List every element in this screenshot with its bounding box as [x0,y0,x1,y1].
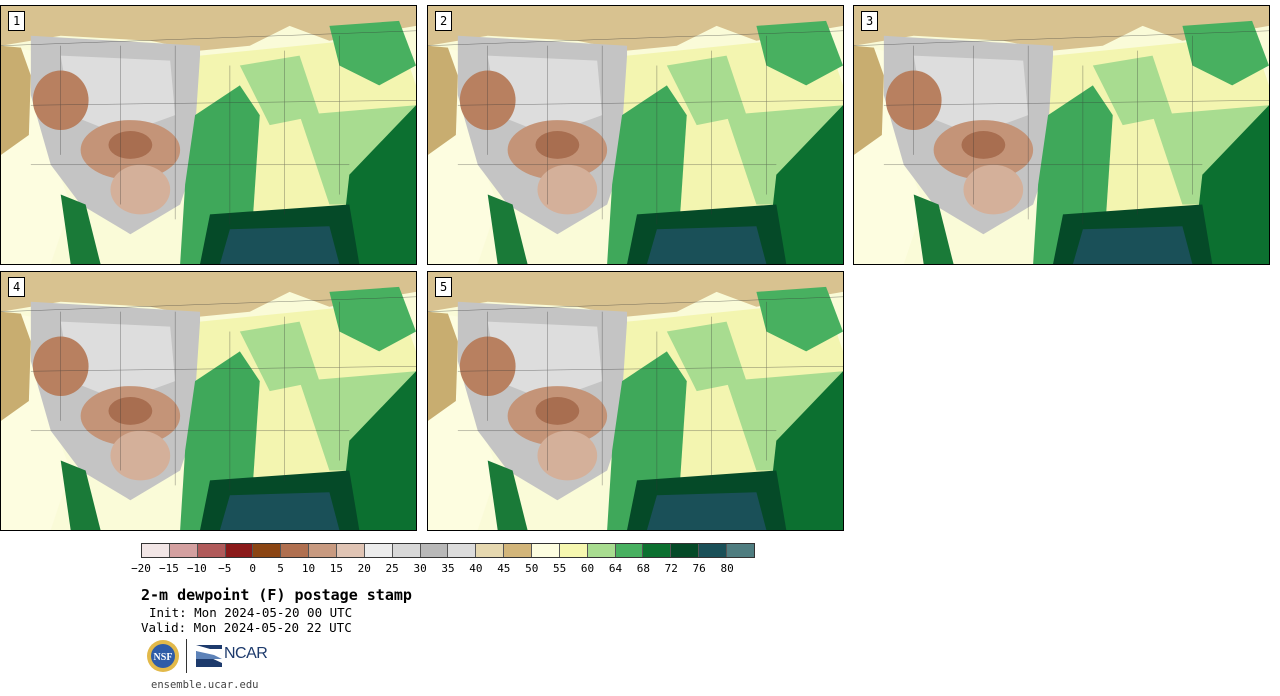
colorbar-cell [504,544,533,557]
colorbar-tick-label: 55 [553,562,567,575]
colorbar-tick-label: −20 [131,562,151,575]
map-panel-3: 3 [853,5,1270,265]
colorbar-cell [448,544,477,557]
panel-number-label: 5 [435,277,453,297]
logo-divider [186,639,187,673]
colorbar-tick-label: 25 [385,562,399,575]
colorbar-cell [727,544,754,557]
colorbar-tick-label: 60 [580,562,595,575]
colorbar-cell [225,544,254,557]
colorbar-cell [559,544,588,557]
nsf-logo-icon: NSF [147,640,179,672]
colorbar-tick-label: −15 [158,562,179,575]
colorbar-cell [253,544,282,557]
colorbar-cell [615,544,644,557]
colorbar-cell [197,544,226,557]
figure-title: 2-m dewpoint (F) postage stamp [141,586,412,604]
colorbar-tick-label: 64 [608,562,623,575]
colorbar-cell [476,544,505,557]
colorbar-tick-label: 80 [720,562,734,575]
colorbar-tick-label: 50 [525,562,539,575]
init-time: Init: Mon 2024-05-20 00 UTC [149,605,353,620]
colorbar-cell [169,544,198,557]
panel-number-label: 1 [8,11,26,31]
colorbar-cell [142,544,170,557]
site-url[interactable]: ensemble.ucar.edu [151,679,259,691]
colorbar-tick-label: 0 [249,562,256,575]
colorbar-tick-label: 68 [636,562,650,575]
colorbar-tick-label: 30 [413,562,427,575]
logos: NSF NCAR [144,638,284,674]
colorbar-cell [671,544,700,557]
colorbar-tick-label: 20 [357,562,371,575]
ncar-logo: NCAR [196,643,276,669]
colorbar-cell [337,544,365,557]
colorbar-cell [309,544,338,557]
colorbar-cell [281,544,310,557]
map-panel-5: 5 [427,271,844,531]
panel-number-label: 4 [8,277,26,297]
map-panel-4: 4 [0,271,417,531]
colorbar-tick-label: −5 [218,562,232,575]
colorbar-tick-label: 35 [441,562,455,575]
panel-number-label: 3 [861,11,879,31]
map-panel-1: 1 [0,5,417,265]
colorbar-tick-label: 72 [664,562,678,575]
colorbar-cell [420,544,449,557]
colorbar-tick-label: 45 [497,562,511,575]
colorbar-tick-label: −10 [186,562,207,575]
colorbar-cell [532,544,560,557]
colorbar-tick-label: 5 [277,562,284,575]
colorbar-tick-label: 15 [329,562,343,575]
colorbar-tick-label: 76 [692,562,706,575]
colorbar-cell [587,544,616,557]
map-panel-2: 2 [427,5,844,265]
colorbar-ticks: −20 −15 −10 −5 0 5 10 15 20 25 30 35 40 45 50 55 60 64 68 7… [131,562,755,576]
colorbar-tick-label: 40 [469,562,483,575]
ncar-mark-icon [196,645,222,667]
ncar-text: NCAR [224,645,268,662]
valid-time: Valid: Mon 2024-05-20 22 UTC [141,620,352,635]
colorbar-cell [392,544,421,557]
svg-text:NSF: NSF [154,652,173,663]
colorbar-cell [364,544,393,557]
colorbar-tick-label: 10 [301,562,316,575]
colorbar-cell [699,544,728,557]
colorbar-cell [643,544,672,557]
panel-number-label: 2 [435,11,453,31]
colorbar [141,543,755,558]
